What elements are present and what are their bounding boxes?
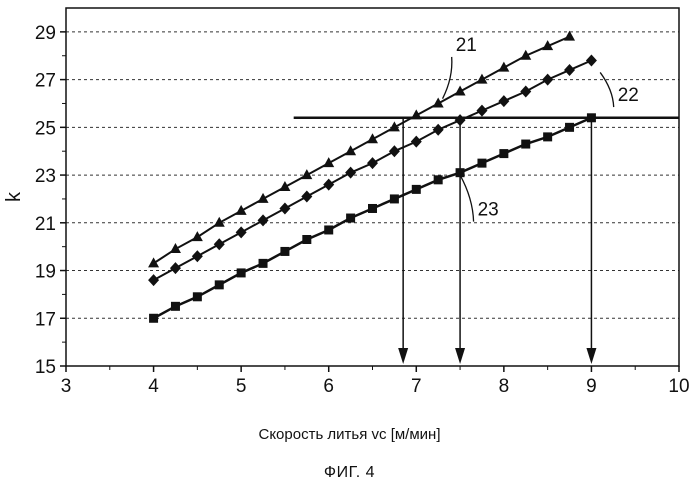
diamond-marker (214, 238, 225, 250)
line-chart: 21 22 23 15 17 19 21 23 25 27 29 3 4 5 6 7 8 9 10 k (0, 0, 699, 420)
triangle-marker (192, 231, 203, 241)
diamond-marker (301, 191, 312, 203)
square-marker (521, 140, 530, 149)
square-marker (565, 123, 574, 132)
square-marker (149, 314, 158, 323)
diamond-marker (476, 105, 487, 117)
square-marker (412, 185, 421, 194)
square-marker (324, 225, 333, 234)
diamond-marker (258, 214, 269, 226)
figure-caption: ФИГ. 4 (0, 464, 699, 482)
series-21 (148, 31, 575, 268)
diamond-marker (433, 124, 444, 136)
triangle-marker (148, 257, 159, 267)
square-marker (390, 194, 399, 203)
diamond-marker (586, 55, 597, 67)
y-tick-label: 25 (35, 118, 56, 139)
x-tick-label: 10 (668, 376, 689, 397)
diamond-marker (455, 114, 466, 126)
annotation-layer: 21 22 23 (443, 35, 639, 222)
square-marker (171, 302, 180, 311)
diamond-marker (236, 226, 247, 238)
square-marker (237, 268, 246, 277)
diamond-marker (345, 167, 356, 179)
drop-arrow-head (586, 348, 596, 364)
diamond-marker (498, 95, 509, 107)
y-axis-title: k (3, 191, 25, 202)
y-tick-label: 17 (35, 309, 56, 330)
x-tick-label: 6 (323, 376, 334, 397)
diamond-marker (520, 86, 531, 98)
series-23 (149, 113, 596, 322)
square-marker (215, 280, 224, 289)
diamond-marker (192, 250, 203, 262)
series-layer (148, 31, 597, 323)
diamond-marker (148, 274, 159, 286)
gridlines (66, 32, 679, 318)
square-marker (477, 159, 486, 168)
drop-arrow-head (398, 348, 408, 364)
annotation-label: 23 (478, 200, 499, 221)
square-marker (368, 204, 377, 213)
x-tick-label: 8 (499, 376, 510, 397)
square-marker (259, 259, 268, 268)
y-tick-label: 27 (35, 71, 56, 92)
diamond-marker (564, 64, 575, 76)
y-tick-label: 19 (35, 262, 56, 283)
y-tick-label: 15 (35, 357, 56, 378)
annotation-leader (443, 57, 452, 99)
x-axis-title: Скорость литья vc [м/мин] (0, 426, 699, 443)
square-marker (587, 113, 596, 122)
diamond-marker (411, 136, 422, 148)
drop-arrow-head (455, 348, 465, 364)
x-tick-label: 9 (586, 376, 597, 397)
y-tick-label: 23 (35, 166, 56, 187)
annotation-leader (600, 72, 614, 107)
x-tick-label: 4 (148, 376, 159, 397)
square-marker (499, 149, 508, 158)
diamond-marker (279, 202, 290, 214)
x-tick-label: 7 (411, 376, 422, 397)
square-marker (543, 132, 552, 141)
diamond-marker (542, 74, 553, 86)
y-tick-label: 21 (35, 214, 56, 235)
annotation-label: 22 (618, 85, 639, 106)
diamond-marker (389, 145, 400, 157)
annotation-leader (460, 175, 474, 222)
x-tick-label: 3 (61, 376, 72, 397)
square-marker (302, 235, 311, 244)
square-marker (280, 247, 289, 256)
square-marker (434, 175, 443, 184)
square-marker (346, 214, 355, 223)
x-tick-label: 5 (236, 376, 247, 397)
y-tick-label: 29 (35, 23, 56, 44)
diamond-marker (367, 157, 378, 169)
diamond-marker (170, 262, 181, 274)
diamond-marker (323, 179, 334, 191)
annotation-label: 21 (456, 35, 477, 56)
series-22 (148, 55, 597, 287)
square-marker (193, 292, 202, 301)
